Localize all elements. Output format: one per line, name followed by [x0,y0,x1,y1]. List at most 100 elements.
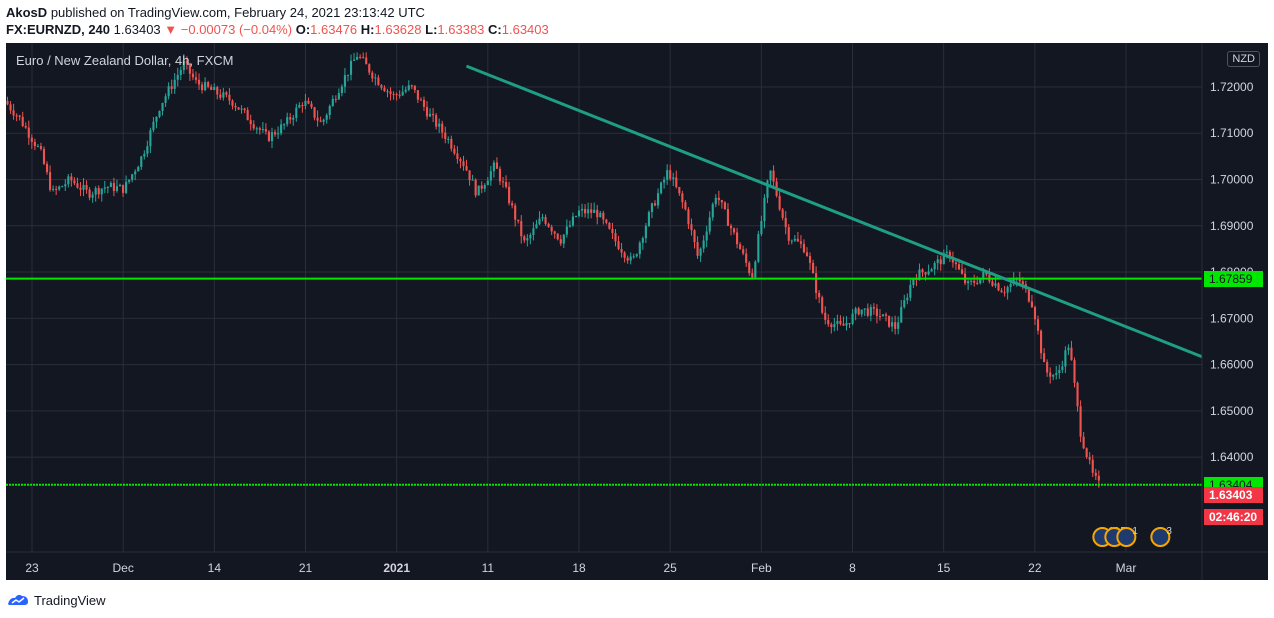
candle-body [632,256,635,258]
candle-body [957,264,961,270]
candle-body [605,219,608,223]
candle-body [398,94,401,96]
candle-body [921,269,924,273]
candle-body [307,100,310,104]
candle-body [58,186,61,190]
candle-body [453,148,456,154]
candle-body [1036,319,1040,331]
candle-body [410,85,413,87]
candle-body [292,117,295,120]
currency-badge[interactable]: NZD [1227,51,1260,67]
candle-body [258,128,261,130]
candle-body [228,94,231,101]
candle-body [511,203,514,206]
candle-body [267,131,271,142]
candle-body [462,161,465,167]
candle-body [982,272,985,278]
chart-panel[interactable]: 1.720001.710001.700001.690001.680001.670… [6,43,1268,580]
candle-body [936,259,939,264]
candle-body [435,115,438,127]
candle-body [179,70,182,75]
candle-body [669,170,672,179]
candle-body [343,75,347,87]
candle-body [33,141,36,147]
candle-body [1085,448,1088,457]
candle-body [1033,307,1037,320]
candle-body [678,187,681,194]
candle-body [699,248,702,256]
candle-body [413,85,416,91]
axes[interactable]: 1.720001.710001.700001.690001.680001.670… [25,80,1253,575]
candle-body [1030,301,1034,308]
candle-body [88,189,91,198]
candle-body [872,307,875,309]
candle-body [979,277,982,284]
candle-body [836,320,839,325]
candle-body [608,222,611,229]
event-badge-count: 3 [1166,526,1172,537]
candle-body [602,212,605,220]
symbol-ticker[interactable]: FX:EURNZD, 240 [6,22,111,37]
candle-body [590,209,593,213]
candle-body [164,96,167,103]
candle-body [419,99,423,101]
candle-body [428,113,432,117]
candle-body [438,123,441,127]
candle-body [39,146,43,149]
candle-body [252,124,255,129]
candle-body [219,94,222,98]
candle-body [799,241,802,244]
candle-body [580,208,584,211]
candle-body [523,236,526,241]
candle-body [863,308,866,310]
candle-body [368,64,371,73]
candle-body [805,252,809,257]
candle-body [377,77,380,86]
candle-body [888,315,891,327]
price-chart[interactable]: 1.720001.710001.700001.690001.680001.670… [6,43,1268,580]
candle-body [924,272,927,275]
candle-body [556,233,559,240]
candle-body [1070,347,1073,361]
candle-body [802,243,806,253]
candle-body [465,166,468,171]
candle-body [954,262,958,265]
candle-body [577,210,581,217]
high-value: 1.63628 [374,22,422,37]
candle-body [143,153,146,157]
candle-body [79,187,82,190]
candle-body [416,90,419,100]
candle-body [739,244,742,250]
candle-body [821,297,824,313]
candle-body [100,188,103,195]
candle-body [538,218,541,225]
candle-body [97,188,100,195]
candle-body [474,179,477,196]
candle-body [1091,459,1094,473]
candle-body [1018,278,1021,282]
candle-body [672,177,675,179]
author-name[interactable]: AkosD [6,5,48,20]
candle-body [842,323,845,326]
candle-body [635,254,638,257]
candle-body [395,94,398,96]
candle-body [900,307,903,323]
candle-body [280,124,283,134]
x-tick-label: 8 [849,561,856,575]
candle-body [9,104,12,111]
footer-branding[interactable]: TradingView [6,590,106,610]
event-badges[interactable]: 10513 [1092,526,1172,547]
candle-body [225,92,228,95]
candle-body [191,73,195,78]
candle-body [638,242,641,255]
candle-body [255,128,258,130]
candle-body [1006,287,1009,293]
candle-body [647,212,650,226]
candle-body [185,60,188,64]
candle-body [736,232,739,245]
drawings[interactable] [6,64,1203,486]
candle-body [322,119,325,122]
candle-body [754,261,757,278]
candle-body [970,280,973,282]
high-label: H: [360,22,375,37]
